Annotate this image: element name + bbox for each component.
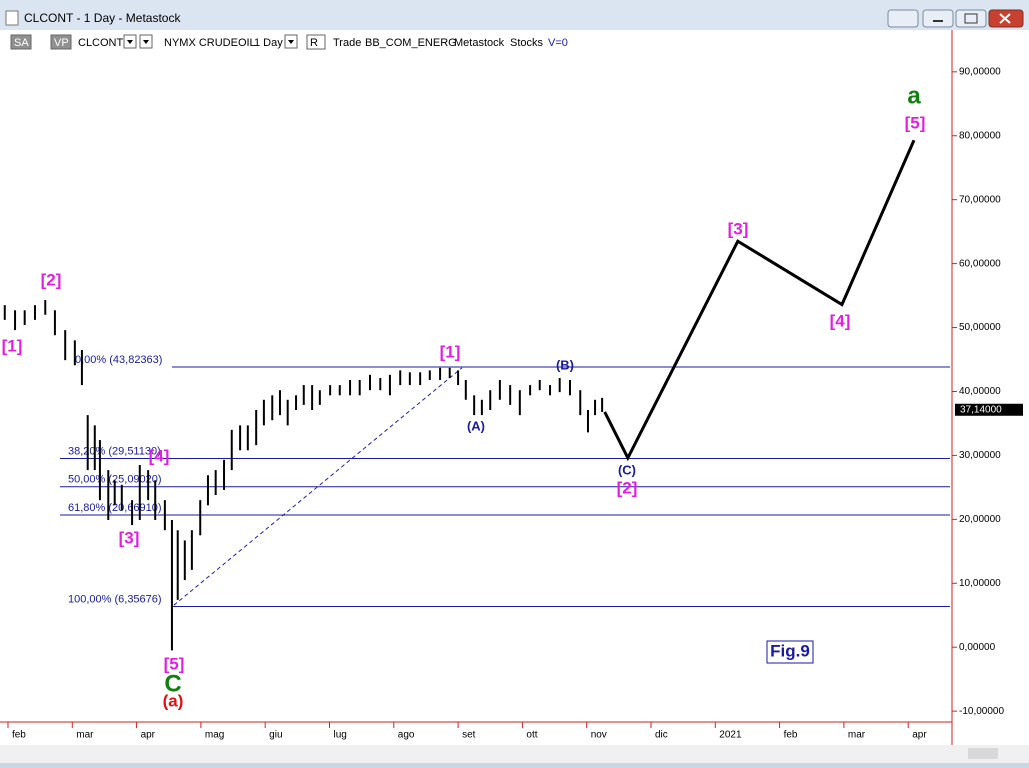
y-tick-label: 10,00000 [959,578,1001,589]
toolbar-item: Metastock [454,37,505,49]
toolbar-button[interactable] [306,34,326,50]
fib-label: 50,00% (25,09020) [68,474,162,486]
wave-label: [1] [440,342,461,361]
minimize-button[interactable] [922,9,954,28]
wave-label: [5] [905,113,926,132]
toolbar-item: BB_COM_ENERG [365,37,457,49]
toolbar-button[interactable] [50,34,72,50]
wave-label: C [164,670,181,697]
wave-label: [4] [149,446,170,465]
x-tick-label: feb [784,730,798,741]
figure-label-box [766,640,814,664]
toolbar-button[interactable] [10,34,32,50]
y-tick-label: 30,00000 [959,450,1001,461]
x-tick-label: mar [76,730,94,741]
x-tick-label: giu [269,730,282,741]
y-tick-label: 70,00000 [959,194,1001,205]
x-tick-label: nov [591,730,607,741]
wave-label: (C) [618,462,636,477]
x-tick-label: dic [655,730,668,741]
toolbar-item: 1 Day [254,37,283,49]
x-tick-label: 2021 [719,730,742,741]
scrollbar[interactable] [0,745,1029,763]
x-tick-label: mar [848,730,866,741]
toolbar-item: VP [54,37,69,49]
dropdown-arrow [127,40,133,44]
fib-label: 0,00% (43,82363) [75,354,162,366]
y-tick-label: 80,00000 [959,130,1001,141]
wave-label: [3] [119,528,140,547]
fib-label: 61,80% (20,66910) [68,502,162,514]
x-tick-label: apr [141,730,156,741]
wave-label: (B) [556,357,574,372]
last-price-box [955,403,1023,416]
x-tick-label: lug [333,730,346,741]
x-tick-label: apr [912,730,927,741]
wave-label: [3] [728,219,749,238]
projection-path [603,139,916,462]
dropdown-arrow [143,40,149,44]
window-title: CLCONT - 1 Day - Metastock [24,11,181,25]
wave-label: [2] [617,478,638,497]
y-tick-label: 50,00000 [959,322,1001,333]
fib-label: 100,00% (6,35676) [68,593,162,605]
toolbar-item: SA [14,37,29,49]
maximize-button[interactable] [955,9,987,28]
last-price-label: 37,14000 [960,404,1002,415]
scroll-thumb[interactable] [968,748,998,759]
y-tick-label: 60,00000 [959,258,1001,269]
maximize-icon [964,13,978,24]
chart-canvas [0,30,1029,763]
wave-label: [2] [41,270,62,289]
x-tick-label: ott [526,730,537,741]
wave-label: [4] [830,311,851,330]
toolbar-item: Trade [333,37,361,49]
fib-label: 38,20% (29,51130) [68,445,161,457]
x-tick-label: set [462,730,476,741]
y-tick-label: 0,00000 [959,642,996,653]
x-tick-label: mag [205,730,224,741]
toolbar-item: NYMX CRUDEOIL [164,37,256,49]
y-tick-label: 20,00000 [959,514,1001,525]
wave-label: [1] [2,336,23,355]
title-bar [0,0,1029,30]
wave-label: Fig.9 [770,641,810,660]
close-icon [999,13,1011,24]
toolbar-item: Stocks [510,37,544,49]
restore-tools-button[interactable] [887,9,919,28]
toolbar-item: V=0 [548,37,568,49]
trend-line [173,367,463,606]
x-tick-label: ago [398,730,415,741]
y-tick-label: -10,00000 [959,706,1004,717]
wave-label: a [907,82,921,109]
wave-label: (a) [163,691,184,710]
toolbar-item: CLCONT [78,37,124,49]
x-tick-label: feb [12,730,26,741]
wave-label: [5] [164,654,185,673]
doc-icon [5,10,19,26]
wave-label: (A) [467,418,485,433]
toolbar-item: R [310,37,318,49]
y-tick-label: 90,00000 [959,66,1001,77]
dropdown-arrow [288,40,294,44]
y-tick-label: 40,00000 [959,386,1001,397]
